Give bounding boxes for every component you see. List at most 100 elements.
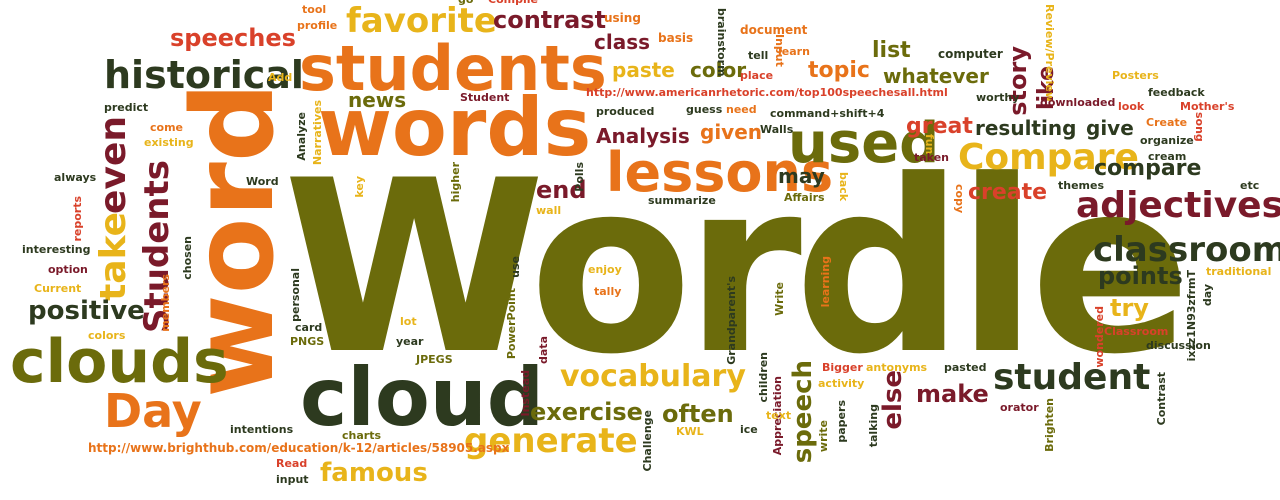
- word-cloud: cloud: [300, 351, 545, 444]
- word-intentions: intentions: [230, 423, 294, 436]
- word-jpegs: JPEGS: [416, 353, 453, 366]
- word-learning: learning: [819, 256, 832, 308]
- word-themes: themes: [1058, 179, 1105, 192]
- word-day: Day: [104, 384, 202, 438]
- word-summarize: summarize: [648, 194, 716, 207]
- word-classroom-cap: Classroom: [1104, 325, 1169, 338]
- word-add: Add: [268, 71, 293, 84]
- word-affairs: Affairs: [784, 191, 825, 204]
- word-kwl: KWL: [676, 425, 704, 438]
- word-guess: guess: [686, 103, 723, 116]
- word-resulting: resulting: [975, 116, 1077, 140]
- word-learn: learn: [778, 45, 810, 58]
- word-write: write: [817, 420, 830, 453]
- word-used: used: [788, 111, 940, 176]
- word-use: use: [509, 256, 522, 278]
- word-powerpoint: PowerPoint: [505, 288, 518, 360]
- word-feedback: feedback: [1148, 86, 1205, 99]
- word-give: give: [1086, 116, 1134, 140]
- word-organize: organize: [1140, 134, 1194, 147]
- word-chosen: chosen: [181, 236, 194, 280]
- word-often: often: [662, 400, 734, 428]
- word-place: place: [740, 69, 774, 82]
- word-brighten: Brighten: [1043, 398, 1056, 452]
- word-input-cap: Input: [773, 34, 786, 67]
- word-compare: compare: [1094, 156, 1202, 181]
- word-basis: basis: [658, 31, 694, 45]
- word-compare-cap: Compare: [958, 137, 1139, 178]
- word-bigger: Bigger: [822, 361, 863, 374]
- word-adjectives: adjectives: [1076, 185, 1280, 226]
- word-word-cap: Word: [246, 175, 279, 188]
- word-generate: generate: [464, 421, 638, 461]
- word-mothers: Mother's: [1180, 100, 1235, 113]
- word-command: command+shift+4: [770, 107, 885, 120]
- word-walls: Walls: [760, 123, 794, 136]
- word-wondered: wondered: [1093, 306, 1106, 368]
- word-colors: colors: [88, 329, 126, 342]
- word-existing: existing: [144, 136, 194, 149]
- word-may: may: [778, 164, 825, 188]
- word-even: even: [93, 116, 134, 214]
- word-tool: tool: [302, 3, 327, 16]
- word-key: key: [353, 176, 366, 198]
- word-read: Read: [276, 457, 308, 470]
- word-polls: Polls: [573, 162, 586, 192]
- word-else: else: [878, 370, 908, 430]
- word-analyze: Analyze: [295, 112, 308, 161]
- word-tally: tally: [594, 285, 622, 298]
- word-always: always: [54, 171, 97, 184]
- word-url2: http://www.brighthub.com/education/k-12/…: [88, 441, 510, 455]
- word-topic: topic: [808, 58, 870, 83]
- word-predict: predict: [104, 101, 149, 114]
- word-downloaded: downloaded: [1040, 96, 1116, 109]
- word-papers: papers: [835, 400, 848, 443]
- word-song: song: [1193, 112, 1206, 142]
- word-profile: profile: [297, 19, 338, 32]
- word-words: words: [318, 81, 592, 174]
- word-favorite: favorite: [346, 1, 497, 41]
- word-ice: ice: [740, 423, 758, 436]
- word-student-cap: Student: [460, 91, 510, 104]
- word-take: take: [93, 212, 134, 301]
- word-class: class: [594, 30, 651, 54]
- word-wall: wall: [536, 204, 562, 217]
- word-ixzz: ixzz1N93zfrmT: [1185, 270, 1198, 362]
- word-speeches: speeches: [170, 24, 296, 52]
- word-create-cap: Create: [1146, 116, 1188, 129]
- word-lessons: lessons: [606, 141, 834, 204]
- word-using: using: [604, 11, 641, 25]
- word-activity: activity: [818, 377, 865, 390]
- word-narratives: Narratives: [311, 100, 324, 166]
- word-student: student: [993, 357, 1151, 398]
- word-write-cap: Write: [773, 282, 786, 316]
- word-given: given: [700, 120, 763, 144]
- word-grandparents: Grandparent's: [725, 276, 738, 365]
- word-compile: Compile: [488, 0, 538, 5]
- word-discussion: discussion: [1146, 339, 1211, 352]
- word-input: input: [276, 473, 309, 486]
- word-points: points: [1098, 262, 1183, 290]
- word-option: option: [48, 263, 88, 276]
- word-document: document: [740, 23, 808, 37]
- word-url1: http://www.americanrhetoric.com/top100sp…: [586, 86, 948, 99]
- word-produced: produced: [596, 105, 655, 118]
- word-year: year: [396, 335, 424, 348]
- word-story: story: [1004, 46, 1032, 116]
- word-cream: cream: [1148, 150, 1187, 163]
- word-speech: speech: [788, 360, 818, 464]
- word-go: go: [458, 0, 473, 5]
- word-traditional: traditional: [1206, 265, 1272, 278]
- word-clouds: clouds: [10, 327, 229, 397]
- word-contrast-cap: Contrast: [1155, 372, 1168, 426]
- word-pasted: pasted: [944, 361, 987, 374]
- word-try: try: [1110, 294, 1149, 322]
- word-exercise: exercise: [530, 398, 643, 426]
- word-orator: orator: [1000, 401, 1039, 414]
- word-lot: lot: [400, 315, 417, 328]
- word-review: Review/Preview: [1043, 4, 1056, 103]
- word-come: come: [150, 121, 183, 134]
- word-create: create: [968, 180, 1048, 205]
- word-worthy: worthy: [976, 91, 1020, 104]
- word-analysis: Analysis: [596, 124, 690, 148]
